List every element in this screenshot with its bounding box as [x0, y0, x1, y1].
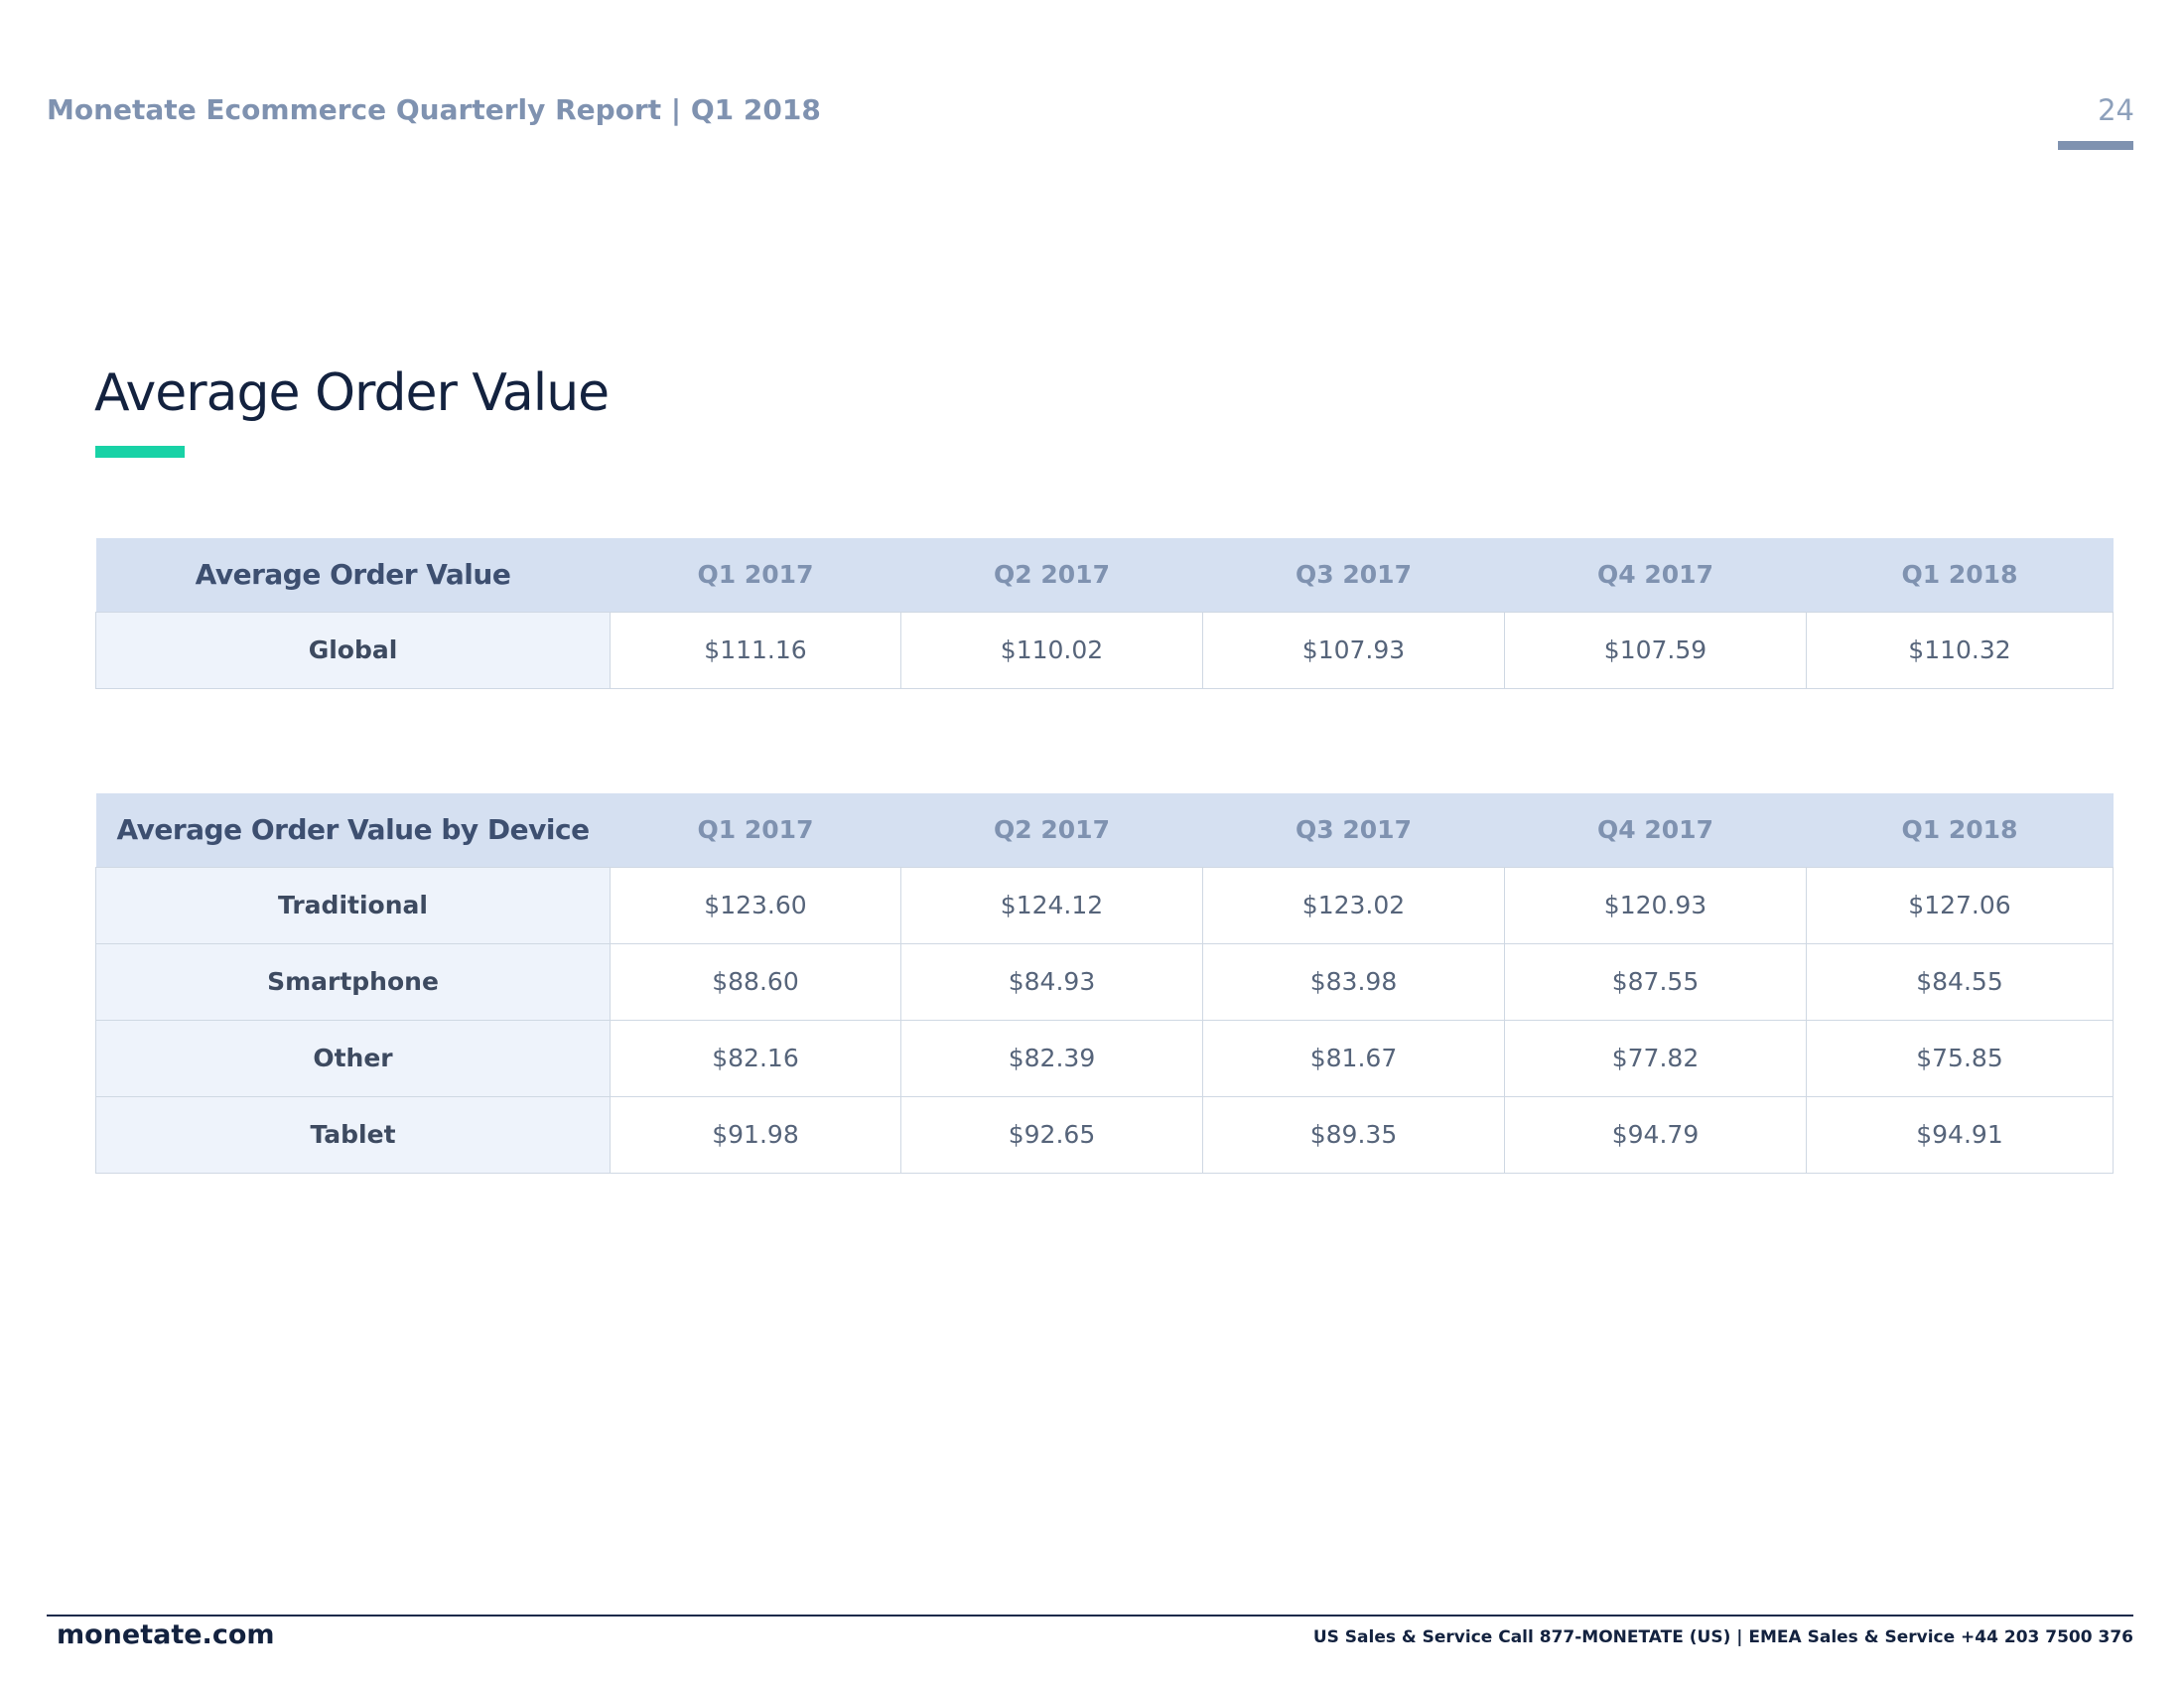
table-cell: $124.12: [900, 866, 1203, 944]
row-label: Other: [95, 1019, 611, 1097]
table-row: Global $111.16 $110.02 $107.93 $107.59 $…: [95, 611, 2114, 689]
table-cell: $123.60: [610, 866, 901, 944]
table-cell: $92.65: [900, 1095, 1203, 1174]
table-cell: $110.32: [1806, 611, 2114, 689]
column-header: Q3 2017: [1296, 560, 1412, 590]
table-cell: $81.67: [1202, 1019, 1505, 1097]
table-cell: $88.60: [610, 942, 901, 1021]
table-heading: Average Order Value: [195, 558, 511, 592]
title-accent-bar: [95, 446, 185, 458]
column-header: Q4 2017: [1597, 815, 1713, 845]
table-cell: $75.85: [1806, 1019, 2114, 1097]
table-cell: $87.55: [1504, 942, 1807, 1021]
table-row: Other $82.16 $82.39 $81.67 $77.82 $75.85: [95, 1019, 2114, 1097]
row-label: Traditional: [95, 866, 611, 944]
table-row: Tablet $91.98 $92.65 $89.35 $94.79 $94.9…: [95, 1095, 2114, 1174]
table-cell: $82.16: [610, 1019, 901, 1097]
footer-contact-info: US Sales & Service Call 877-MONETATE (US…: [1312, 1627, 2133, 1647]
table-cell: $107.59: [1504, 611, 1807, 689]
table-cell: $120.93: [1504, 866, 1807, 944]
table-cell: $83.98: [1202, 942, 1505, 1021]
page-number-underline: [2058, 141, 2133, 150]
page-title: Average Order Value: [94, 363, 610, 423]
table-header-row: Average Order Value by Device Q1 2017 Q2…: [95, 793, 2114, 867]
row-label: Global: [95, 611, 611, 689]
column-header: Q1 2018: [1901, 560, 2018, 590]
table-cell: $82.39: [900, 1019, 1203, 1097]
table-cell: $77.82: [1504, 1019, 1807, 1097]
table-cell: $94.79: [1504, 1095, 1807, 1174]
table-cell: $94.91: [1806, 1095, 2114, 1174]
table-cell: $111.16: [610, 611, 901, 689]
table-header-row: Average Order Value Q1 2017 Q2 2017 Q3 2…: [95, 538, 2114, 612]
footer-divider: [47, 1615, 2133, 1617]
table-cell: $91.98: [610, 1095, 901, 1174]
table-cell: $89.35: [1202, 1095, 1505, 1174]
table-cell: $127.06: [1806, 866, 2114, 944]
footer-website-link[interactable]: monetate.com: [57, 1619, 275, 1650]
column-header: Q3 2017: [1296, 815, 1412, 845]
column-header: Q1 2017: [697, 815, 814, 845]
page-number: 24: [2098, 93, 2134, 127]
report-title: Monetate Ecommerce Quarterly Report | Q1…: [47, 93, 821, 126]
table-cell: $110.02: [900, 611, 1203, 689]
column-header: Q1 2018: [1901, 815, 2018, 845]
table-cell: $123.02: [1202, 866, 1505, 944]
column-header: Q2 2017: [994, 560, 1110, 590]
table-heading: Average Order Value by Device: [116, 813, 590, 847]
column-header: Q1 2017: [697, 560, 814, 590]
column-header: Q4 2017: [1597, 560, 1713, 590]
row-label: Tablet: [95, 1095, 611, 1174]
table-cell: $84.93: [900, 942, 1203, 1021]
column-header: Q2 2017: [994, 815, 1110, 845]
table-row: Smartphone $88.60 $84.93 $83.98 $87.55 $…: [95, 942, 2114, 1021]
aov-by-device-table: Average Order Value by Device Q1 2017 Q2…: [95, 793, 2114, 1174]
row-label: Smartphone: [95, 942, 611, 1021]
aov-global-table: Average Order Value Q1 2017 Q2 2017 Q3 2…: [95, 538, 2114, 689]
table-cell: $107.93: [1202, 611, 1505, 689]
table-cell: $84.55: [1806, 942, 2114, 1021]
table-row: Traditional $123.60 $124.12 $123.02 $120…: [95, 866, 2114, 944]
